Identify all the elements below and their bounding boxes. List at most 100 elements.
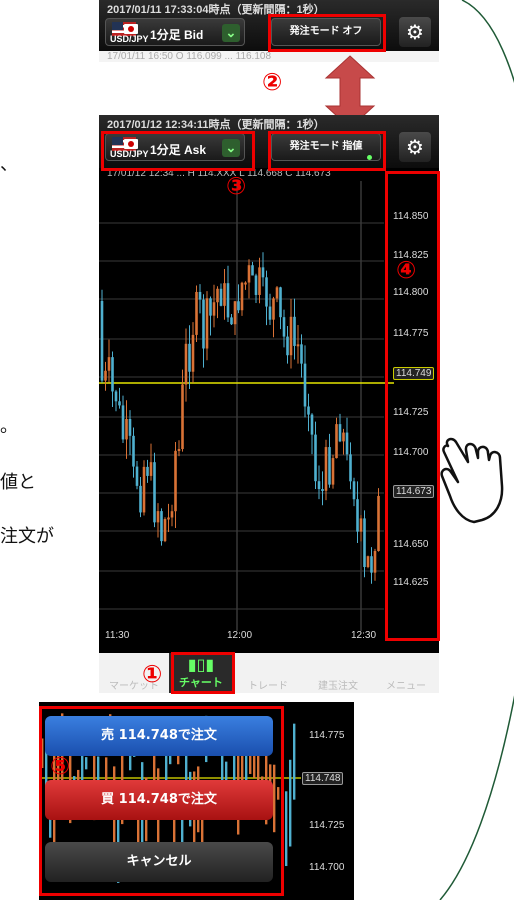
candle-body [146, 466, 149, 476]
candle-body [107, 357, 111, 371]
candle-body [328, 447, 331, 485]
candle-body [114, 391, 118, 402]
side-text-3: 値と [0, 472, 36, 493]
tab-menu[interactable]: メニュー [386, 681, 426, 692]
candle-body [345, 432, 349, 455]
candle-body [212, 302, 216, 316]
jp-flag-icon [124, 139, 138, 149]
candle-body [324, 447, 328, 491]
sell-order-button[interactable]: 売 114.748で注文 [45, 716, 273, 756]
candle-body [104, 370, 107, 381]
gear-icon[interactable]: ⚙ [399, 17, 431, 47]
candle-body [338, 424, 342, 442]
screen1-order-mode-button[interactable]: 発注モード オフ [271, 18, 381, 46]
tab-positions[interactable]: 建玉注文 [318, 681, 358, 692]
candle-body [254, 275, 258, 295]
panel-candle [181, 785, 184, 858]
panel-candle [117, 787, 120, 883]
tab-market[interactable]: マーケット [109, 681, 159, 692]
candle-body [195, 291, 198, 335]
candle-body [356, 499, 359, 532]
panel-y-label-4: 114.700 [309, 862, 345, 873]
panel-candle [285, 791, 288, 867]
candle-body [111, 357, 114, 392]
candle-body [184, 343, 188, 385]
panel-candle [289, 759, 292, 847]
candle-body [268, 306, 272, 320]
badge-2: ② [262, 68, 283, 96]
panel-candle [41, 738, 44, 769]
screen2-pair-selector[interactable]: USD/JPY 1分足 Ask ⌄ [105, 133, 245, 161]
pair-code: USD/JPY [110, 34, 149, 44]
candle-body [177, 449, 181, 452]
candle-body [265, 277, 268, 307]
tab-trade[interactable]: トレード [248, 681, 288, 692]
panel-candle [225, 761, 228, 782]
candle-body [261, 267, 265, 278]
panel-candle [257, 722, 260, 798]
candle-body [300, 344, 303, 364]
candle-body [377, 495, 380, 552]
candle-body [135, 466, 139, 486]
bottom-tab-bar: マーケット ▮▯▮ チャート トレード 建玉注文 メニュー [99, 653, 439, 693]
candle-body [174, 450, 177, 512]
panel-candle [273, 764, 276, 833]
side-text-2: 。 [0, 416, 18, 437]
buy-order-button[interactable]: 買 114.748で注文 [45, 780, 273, 820]
candle-body [258, 267, 261, 295]
y-label-0: 114.850 [393, 211, 429, 222]
panel-candle [105, 757, 108, 798]
candle-body [363, 518, 366, 568]
timeframe-label: 1分足 Ask [150, 143, 207, 157]
candle-body [237, 301, 240, 311]
candle-body [289, 316, 293, 356]
cancel-button[interactable]: キャンセル [45, 842, 273, 882]
x-label-1200: 12:00 [227, 630, 253, 641]
candle-body [202, 299, 205, 349]
screen2-timestamp: 2017/01/12 12:34:11時点（更新間隔：1秒） [107, 119, 325, 131]
candle-body [314, 434, 317, 482]
candle-body [226, 283, 230, 318]
y-label-5: 114.725 [393, 407, 429, 418]
y-label-3: 114.775 [393, 328, 429, 339]
panel-candle [77, 769, 80, 790]
highlight-order-buttons [39, 706, 284, 896]
candle-body [191, 334, 195, 372]
x-label-1130: 11:30 [105, 630, 130, 641]
candle-body [352, 481, 356, 500]
pointing-hand-icon [440, 437, 504, 524]
badge-3: ③ [226, 172, 247, 200]
screen2-chart-view: 2017/01/12 12:34:11時点（更新間隔：1秒） USD/JPY 1… [99, 115, 439, 693]
y-label-2: 114.800 [393, 287, 429, 298]
panel-candle [245, 718, 248, 805]
candle-body [296, 344, 300, 347]
candle-body [188, 343, 191, 372]
panel-candle [97, 756, 100, 783]
candle-body [349, 454, 352, 482]
candle-body [321, 489, 324, 492]
screen1-pair-selector[interactable]: USD/JPY 1分足 Bid ⌄ [105, 18, 245, 46]
gear-icon[interactable]: ⚙ [399, 132, 431, 162]
panel-candle [185, 734, 188, 802]
highlight-mode-off [268, 14, 386, 52]
highlight-price-axis [385, 171, 440, 641]
side-text-4: 注文が [0, 526, 54, 547]
candle-body [240, 282, 244, 311]
panel-candle [293, 723, 296, 800]
screen2-ticker: 17/01/12 12:34 ... H 114.XXX L 114.668 C… [99, 168, 439, 180]
candle-body [139, 485, 142, 513]
tab-chart[interactable]: ▮▯▮ チャート [169, 653, 233, 693]
candle-body [118, 401, 121, 406]
candle-body [331, 458, 335, 485]
candle-body [125, 419, 128, 440]
candlestick-chart[interactable] [99, 181, 439, 643]
x-label-1230: 12:30 [351, 630, 377, 641]
panel-candle [173, 780, 176, 870]
y-label-9: 114.625 [393, 577, 429, 588]
candle-body [244, 282, 247, 285]
panel-candle [85, 757, 88, 770]
candle-body [142, 466, 146, 513]
candle-body [230, 317, 233, 325]
panel-candle [201, 790, 204, 865]
